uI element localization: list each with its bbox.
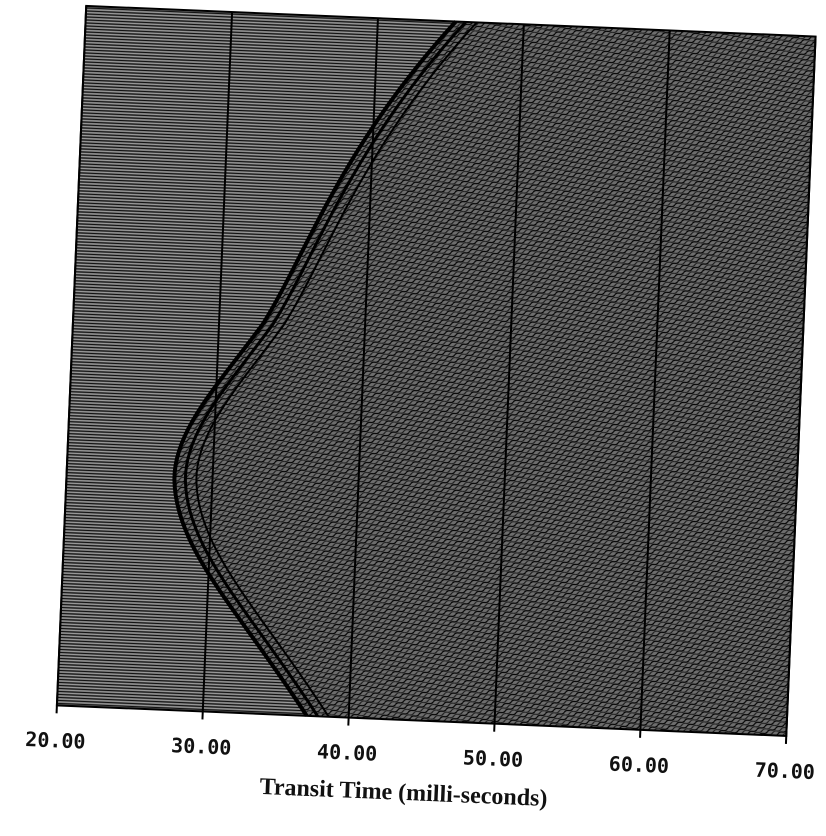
page: 20.00 30.00 40.00 50.00 60.00 70.00 Transit T… <box>0 0 826 836</box>
x-tick-label: 20.00 <box>25 727 86 754</box>
x-tick-label: 30.00 <box>171 733 232 760</box>
x-tick-label: 40.00 <box>317 739 378 766</box>
x-axis-label: Transit Time (milli-seconds) <box>259 774 548 812</box>
x-tick-label: 50.00 <box>462 745 523 772</box>
chart: 20.00 30.00 40.00 50.00 60.00 70.00 Transit T… <box>0 0 826 836</box>
x-tick-label: 60.00 <box>608 752 669 779</box>
plot-area: 20.00 30.00 40.00 50.00 60.00 70.00 Transit T… <box>23 5 826 823</box>
x-tick-label: 70.00 <box>754 758 815 785</box>
